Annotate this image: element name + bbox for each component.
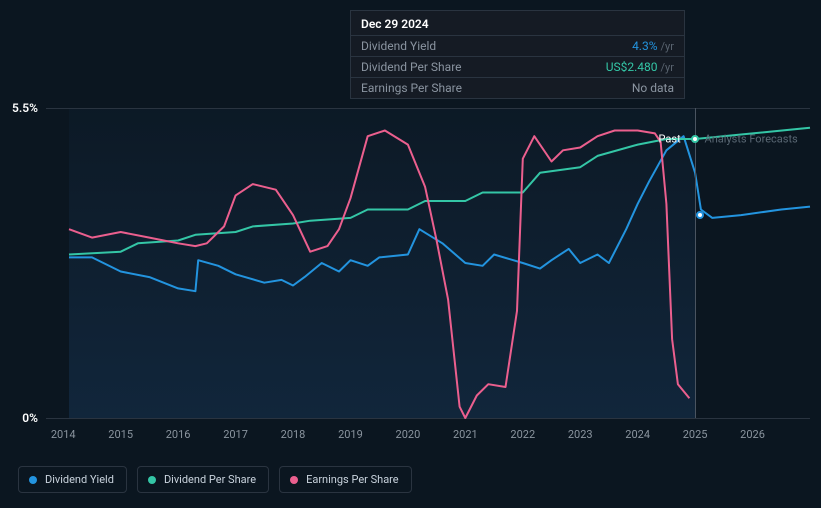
x-tick-label: 2014 (51, 428, 76, 441)
y-tick-label: 5.5% (0, 101, 42, 115)
tooltip-row-value: US$2.480/yr (606, 60, 674, 74)
tooltip-row-label: Dividend Per Share (361, 60, 462, 74)
legend-label: Dividend Yield (45, 473, 114, 486)
chart-root: Dec 29 2024 Dividend Yield4.3%/yrDividen… (0, 0, 821, 508)
tooltip-row-value: 4.3%/yr (632, 39, 674, 53)
series-earnings-per-share (69, 131, 689, 419)
tooltip-date: Dec 29 2024 (351, 11, 684, 35)
x-tick-label: 2023 (568, 428, 593, 441)
past-label: Past (659, 133, 681, 146)
y-tick-label: 0% (0, 411, 42, 425)
tooltip-row-label: Earnings Per Share (361, 81, 462, 95)
x-tick-label: 2025 (683, 428, 708, 441)
legend-label: Dividend Per Share (164, 473, 256, 486)
x-tick-label: 2024 (625, 428, 650, 441)
legend-item-dividend-per-share[interactable]: Dividend Per Share (137, 466, 269, 493)
tooltip-row: Dividend Yield 4.3%/yr (351, 35, 684, 56)
x-tick-label: 2020 (396, 428, 421, 441)
x-tick-label: 2021 (453, 428, 478, 441)
tooltip-row: Earnings Per Share No data (351, 77, 684, 98)
tooltip-row: Dividend Per Share US$2.480/yr (351, 56, 684, 77)
legend-item-earnings-per-share[interactable]: Earnings Per Share (279, 466, 412, 493)
x-tick-label: 2018 (281, 428, 306, 441)
plot-area[interactable]: Past Analysts Forecasts (46, 108, 810, 418)
legend-swatch (290, 476, 298, 484)
forecast-label: Analysts Forecasts (705, 133, 798, 146)
legend-swatch (148, 476, 156, 484)
past-marker-dot (691, 135, 699, 143)
gridline (46, 418, 810, 419)
legend-swatch (29, 476, 37, 484)
legend-item-dividend-yield[interactable]: Dividend Yield (18, 466, 127, 493)
tooltip-row-value: No data (632, 81, 674, 95)
yield-current-dot (696, 211, 704, 219)
x-tick-label: 2015 (108, 428, 133, 441)
tooltip: Dec 29 2024 Dividend Yield4.3%/yrDividen… (350, 10, 685, 99)
x-tick-label: 2019 (338, 428, 363, 441)
x-tick-label: 2022 (510, 428, 535, 441)
legend: Dividend Yield Dividend Per Share Earnings… (18, 466, 412, 493)
cursor-line (695, 108, 696, 418)
x-tick-label: 2016 (166, 428, 191, 441)
x-tick-label: 2017 (223, 428, 248, 441)
legend-label: Earnings Per Share (306, 473, 399, 486)
tooltip-row-label: Dividend Yield (361, 39, 436, 53)
x-tick-label: 2026 (740, 428, 765, 441)
